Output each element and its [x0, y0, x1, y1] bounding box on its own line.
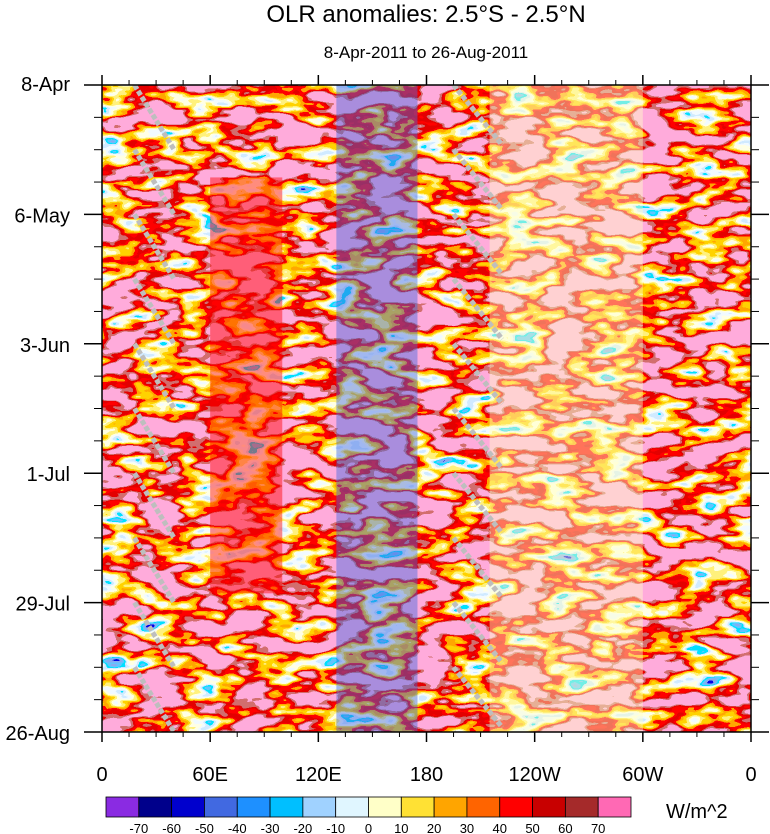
colorbar-label: 20 [427, 821, 441, 834]
missing-data-streak [451, 212, 505, 277]
missing-data-streak [132, 407, 177, 475]
colorbar-label: 70 [591, 821, 605, 834]
colorbar-label: 60 [558, 821, 572, 834]
y-tick-label: 29-Jul [16, 594, 70, 616]
colorbar-swatch [302, 796, 337, 818]
x-tick-label: 0 [96, 764, 107, 786]
colorbar-swatch [105, 796, 140, 818]
colorbar-label: -50 [195, 821, 214, 834]
missing-data-streak [451, 536, 505, 600]
x-tick-label: 60W [622, 764, 663, 786]
colorbar-label: -70 [129, 821, 148, 834]
feature-3 [489, 85, 643, 732]
colorbar-swatch [204, 796, 238, 818]
missing-data-streak [132, 277, 177, 346]
y-tick-label: 8-Apr [21, 74, 70, 96]
chart-subtitle: 8-Apr-2011 to 26-Aug-2011 [324, 43, 528, 62]
colorbar-units: W/m^2 [666, 801, 728, 823]
colorbar-label: 10 [394, 821, 408, 834]
missing-data-streak [134, 730, 138, 732]
x-tick-label: 60E [192, 764, 228, 786]
colorbar-swatch [335, 796, 369, 818]
colorbar-swatch [368, 796, 402, 818]
missing-data-streak [132, 85, 177, 152]
colorbar-swatch [499, 796, 533, 818]
y-tick-label: 3-Jun [20, 335, 70, 357]
colorbar-swatch [171, 796, 205, 818]
y-tick-label: 1-Jul [27, 464, 70, 486]
colorbar-label: 0 [365, 821, 372, 834]
colorbar-label: -60 [162, 821, 181, 834]
x-tick-label: 0 [745, 764, 756, 786]
missing-data-streak [132, 471, 177, 540]
colorbar-label: 50 [525, 821, 539, 834]
missing-data-streak [451, 406, 505, 471]
missing-data-streak [451, 148, 505, 212]
y-tick-label: 26-Aug [6, 723, 71, 745]
missing-data-streak [451, 277, 505, 341]
colorbar-swatch [564, 796, 599, 818]
colorbar-swatch [597, 796, 632, 818]
feature-1 [336, 85, 418, 732]
y-tick-label: 6-May [14, 205, 70, 227]
colorbar-swatch [236, 796, 271, 818]
missing-data-streak [453, 730, 457, 732]
colorbar-label: -20 [293, 821, 312, 834]
colorbar-label: -40 [228, 821, 247, 834]
colorbar-swatch [138, 796, 173, 818]
missing-data-streak [132, 148, 177, 216]
missing-data-streak [451, 471, 505, 535]
missing-data-streak [132, 342, 177, 410]
colorbar-label: -10 [326, 821, 345, 834]
missing-data-streak [132, 665, 177, 732]
missing-data-streak [132, 536, 177, 604]
colorbar-swatch [400, 796, 435, 818]
colorbar-label: 40 [493, 821, 507, 834]
colorbar-label: 30 [460, 821, 474, 834]
anomaly-field [102, 85, 751, 732]
colorbar-swatch [532, 796, 566, 818]
colorbar-swatch [466, 796, 501, 818]
colorbar-label: -30 [261, 821, 280, 834]
feature-2 [210, 177, 283, 594]
x-tick-label: 120E [295, 764, 342, 786]
plot-area [102, 85, 751, 732]
colorbar-swatch [433, 796, 468, 818]
missing-data-streak [451, 85, 505, 147]
missing-data-streak [132, 213, 177, 281]
missing-data-streak [451, 342, 505, 406]
chart-title: OLR anomalies: 2.5°S - 2.5°N [266, 1, 585, 28]
x-tick-label: 120W [509, 764, 561, 786]
missing-data-streak [451, 601, 505, 665]
colorbar-swatch [269, 796, 304, 818]
missing-data-streak [451, 665, 505, 729]
x-tick-label: 180 [410, 764, 443, 786]
missing-data-streak [132, 601, 177, 669]
